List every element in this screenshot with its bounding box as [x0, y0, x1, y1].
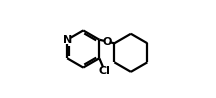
Text: Cl: Cl	[99, 66, 111, 76]
Text: N: N	[63, 35, 72, 45]
Text: O: O	[102, 36, 111, 47]
